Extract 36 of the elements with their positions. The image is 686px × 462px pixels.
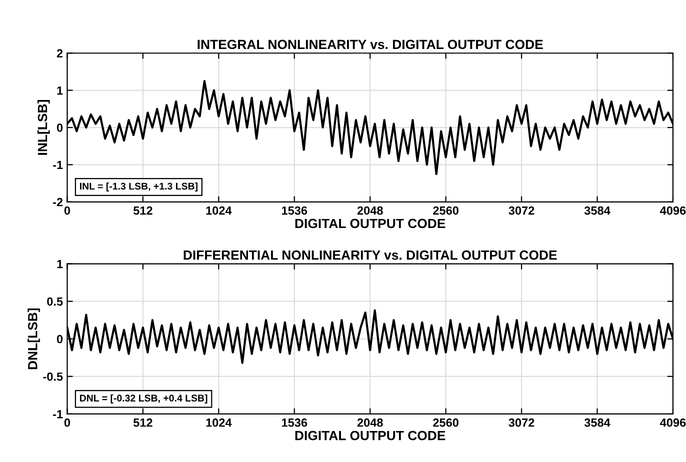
x-tick-label: 4096 <box>660 418 686 427</box>
annotation: DNL = [-0.32 LSB, +0.4 LSB] <box>80 394 208 404</box>
y-axis-title: DNL[LSB] <box>28 308 40 370</box>
annotation: INL = [-1.3 LSB, +1.3 LSB] <box>80 182 198 192</box>
y-axis-title: INL[LSB] <box>37 100 50 155</box>
x-tick-label: 1536 <box>282 206 308 215</box>
y-tick-label: -2 <box>53 198 63 206</box>
y-tick-label: -1 <box>53 410 63 418</box>
x-tick-label: 2560 <box>433 206 458 215</box>
x-tick-label: 1536 <box>282 418 308 427</box>
x-tick-label: 3072 <box>508 206 534 215</box>
y-tick-label: -1 <box>53 160 63 169</box>
x-tick-label: 3584 <box>584 418 610 427</box>
x-tick-label: 3072 <box>508 418 534 427</box>
x-tick-label: 2048 <box>357 206 383 215</box>
x-tick-label: 1024 <box>206 206 232 215</box>
x-tick-label: 2560 <box>433 418 458 427</box>
y-tick-label: 0 <box>56 334 63 344</box>
y-tick-label: 2 <box>56 49 63 58</box>
x-tick-label: 0 <box>64 206 70 215</box>
x-tick-label: 3584 <box>584 206 610 215</box>
y-tick-label: 0 <box>56 124 63 132</box>
x-tick-label: 0 <box>64 418 70 427</box>
y-tick-label: 0.5 <box>47 297 63 306</box>
x-tick-label: 512 <box>133 418 152 427</box>
y-tick-label: 1 <box>57 86 63 95</box>
chart-title: INTEGRAL NONLINEARITY vs. DIGITAL OUTPUT CODE <box>198 40 543 50</box>
chart-title: DIFFERENTIAL NONLINEARITY vs. DIGITAL OUTPUT CODE <box>184 250 557 260</box>
x-tick-label: 4096 <box>660 206 686 215</box>
x-tick-label: 1024 <box>206 418 232 427</box>
y-tick-label: -0.5 <box>43 372 63 381</box>
x-tick-label: 2048 <box>357 418 383 427</box>
x-axis-title: DIGITAL OUTPUT CODE <box>295 430 446 440</box>
x-tick-label: 512 <box>133 206 152 215</box>
x-axis-title: DIGITAL OUTPUT CODE <box>295 218 446 228</box>
y-tick-label: 1 <box>57 260 63 268</box>
